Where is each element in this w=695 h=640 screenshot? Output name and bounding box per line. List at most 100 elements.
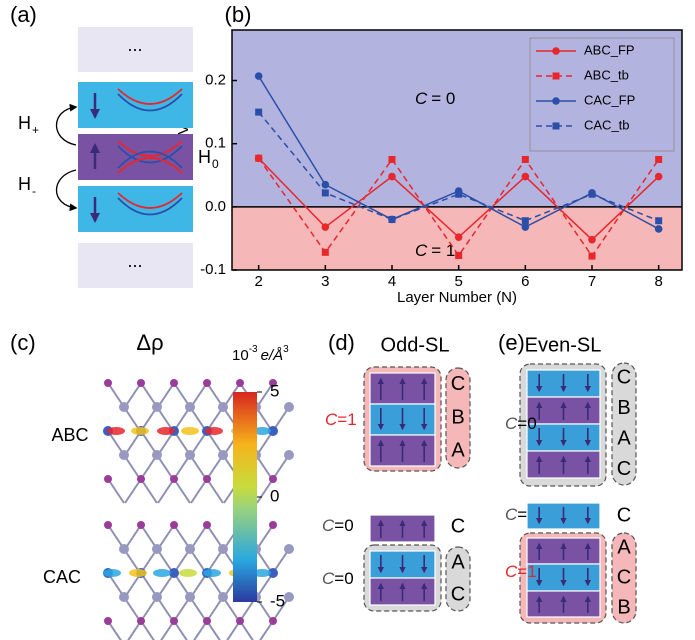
- stacking-letter: A: [617, 428, 631, 450]
- atom: [119, 402, 129, 412]
- stacking-letter: C: [617, 458, 631, 480]
- unit-part: -3: [249, 344, 258, 355]
- x-tick-label: 6: [521, 273, 529, 290]
- density-blob: [205, 427, 223, 435]
- stacking-letter: A: [451, 440, 465, 462]
- atom: [284, 402, 294, 412]
- chern-label: C=1: [505, 562, 537, 581]
- atom: [218, 402, 228, 412]
- unit-part: 10: [232, 347, 249, 364]
- colorbar-tick-label: 5: [270, 381, 279, 400]
- stacking-letter: C: [617, 566, 631, 588]
- density-blob: [107, 427, 125, 435]
- chern-label: C=0: [505, 414, 537, 433]
- point: [655, 156, 662, 163]
- y-tick-label: -0.1: [200, 261, 226, 278]
- point: [455, 233, 463, 241]
- density-blob: [203, 569, 221, 577]
- point: [588, 236, 596, 244]
- point: [322, 223, 330, 231]
- atom: [119, 592, 129, 602]
- atom: [185, 402, 195, 412]
- chern-label: C=0: [322, 516, 354, 535]
- atom: [119, 450, 129, 460]
- atom: [152, 450, 162, 460]
- atom: [269, 475, 277, 483]
- atom: [284, 592, 294, 602]
- point: [589, 191, 596, 198]
- hamiltonian: H: [198, 147, 211, 167]
- chern-label: C=0: [322, 569, 354, 588]
- legend-marker: [553, 123, 560, 130]
- colorbar-tick-label: -5: [270, 591, 285, 610]
- point: [522, 223, 530, 231]
- crystal: [103, 521, 294, 640]
- atom: [170, 521, 178, 529]
- point: [389, 216, 396, 223]
- chern-value: =0: [517, 414, 536, 433]
- stacking-letter: A: [617, 536, 631, 558]
- coupling-arrow: [57, 107, 77, 145]
- atom: [218, 450, 228, 460]
- row-label: ABC: [51, 425, 88, 445]
- chern-value: =0: [334, 516, 353, 535]
- unit-part: 3: [283, 344, 289, 355]
- point: [589, 253, 596, 260]
- atom: [236, 379, 244, 387]
- point: [389, 156, 396, 163]
- hamiltonian-sub: +: [32, 123, 39, 137]
- atom: [236, 617, 244, 625]
- row-label: CAC: [43, 567, 81, 587]
- stacking-letter: C: [617, 367, 631, 389]
- annotation-symbol: C: [415, 89, 428, 108]
- annotation-text: = 1: [431, 241, 455, 260]
- point: [655, 173, 663, 181]
- x-tick-label: 4: [388, 273, 396, 290]
- bond: [158, 479, 174, 503]
- atom: [170, 475, 178, 483]
- density-blob: [181, 427, 199, 435]
- legend-marker: [552, 97, 560, 105]
- x-tick-label: 3: [321, 273, 329, 290]
- crystal: [103, 379, 294, 503]
- atom: [137, 617, 145, 625]
- point: [522, 217, 529, 224]
- chern-symbol: C: [322, 569, 335, 588]
- panel-title: Δρ: [136, 330, 163, 355]
- legend-label: ABC_FP: [584, 42, 635, 57]
- atom: [170, 379, 178, 387]
- stacking-letter: A: [451, 551, 465, 573]
- page: -0.10.00.10.22345678Layer Number (N)Gap …: [0, 0, 695, 640]
- point: [322, 249, 329, 256]
- density-blob: [157, 427, 175, 435]
- density-blob: [179, 569, 197, 577]
- chern-value: =0: [334, 569, 353, 588]
- panel-label: (b): [225, 2, 252, 27]
- point: [455, 191, 462, 198]
- point: [322, 189, 329, 196]
- bond: [141, 479, 157, 503]
- atom: [185, 450, 195, 460]
- bond: [207, 479, 223, 503]
- point: [255, 72, 263, 80]
- legend-label: CAC_FP: [584, 92, 635, 107]
- y-tick-label: 0.2: [205, 71, 226, 88]
- atom: [203, 379, 211, 387]
- stacking-letter: B: [617, 397, 630, 419]
- region-annotation: C= 0: [415, 89, 455, 108]
- density-blob: [103, 569, 121, 577]
- panel-label: (d): [328, 330, 355, 355]
- x-tick-label: 2: [254, 273, 262, 290]
- point: [255, 155, 262, 162]
- atom: [170, 617, 178, 625]
- atom: [203, 475, 211, 483]
- bond: [191, 479, 207, 503]
- atom: [152, 592, 162, 602]
- atom: [104, 475, 112, 483]
- bond: [108, 479, 124, 503]
- chern-symbol: C: [505, 505, 518, 524]
- atom: [269, 521, 277, 529]
- atom: [284, 450, 294, 460]
- panel-title: Even-SL: [525, 334, 602, 356]
- density-blob: [153, 569, 171, 577]
